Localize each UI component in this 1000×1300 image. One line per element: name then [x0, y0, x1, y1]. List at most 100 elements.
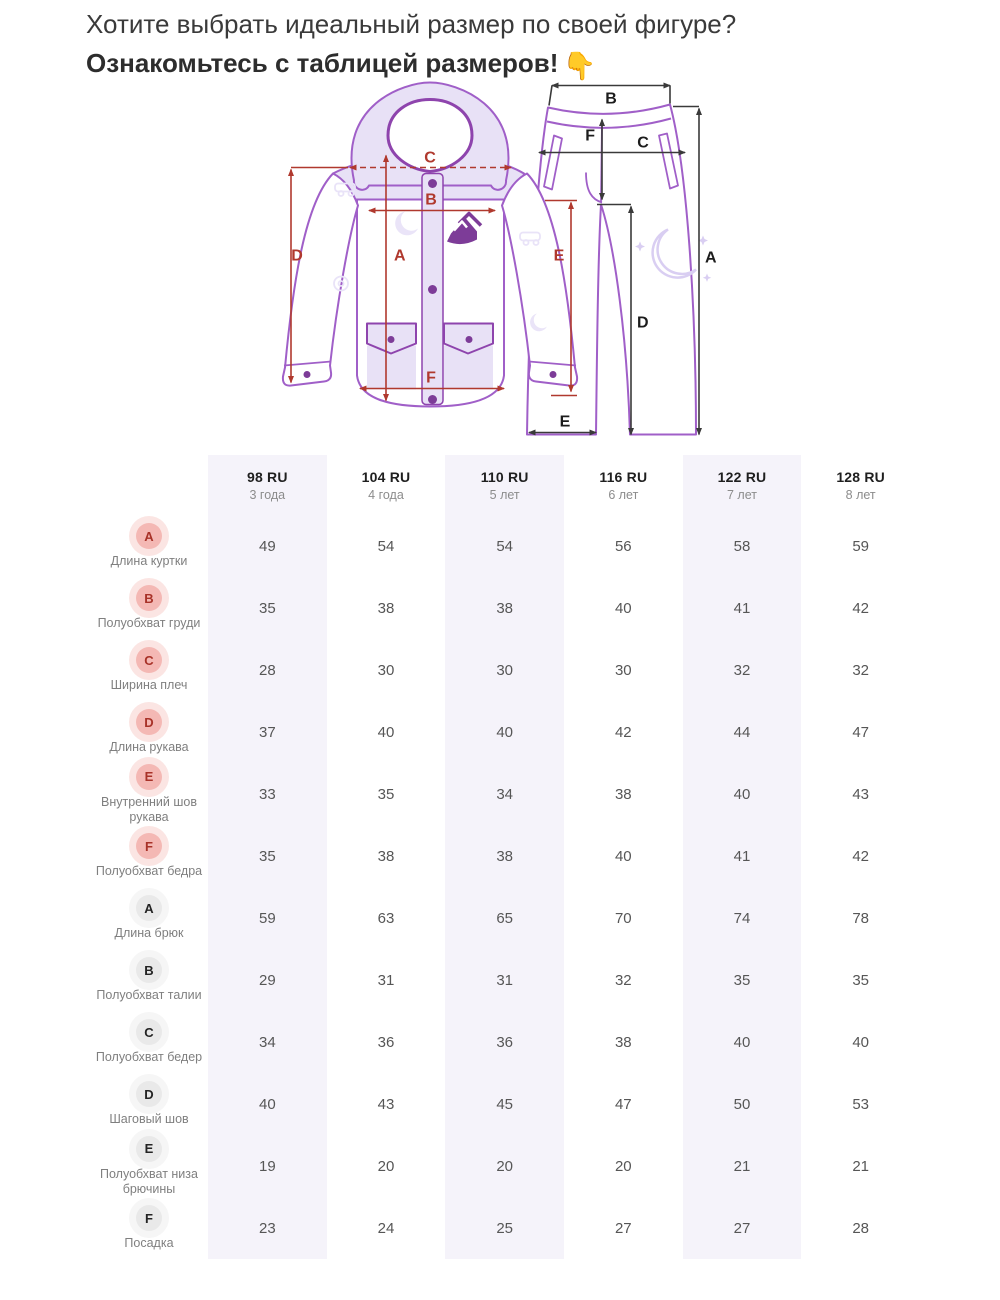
column-header-128ru: 128 RU 8 лет — [836, 468, 885, 502]
table-cell: 42 — [614, 723, 632, 741]
jacket-measurement-letters: C B A F D E — [291, 150, 564, 387]
table-cell: 28 — [852, 1219, 869, 1237]
row-label-sleeve-length: D Длина рукава — [90, 701, 208, 763]
table-cell: 30 — [445, 639, 564, 701]
table-cell: 41 — [682, 577, 802, 639]
column-header-122ru: 122 RU 7 лет — [682, 455, 802, 515]
jacket-letter-a: A — [394, 248, 406, 265]
table-cell: 45 — [445, 1073, 564, 1135]
jacket-letter-d: D — [291, 248, 303, 265]
measure-badge-a: A — [136, 523, 162, 550]
table-cell: 30 — [614, 661, 632, 679]
row-label-shoulders: C Ширина плеч — [90, 639, 208, 701]
table-cell: 24 — [377, 1219, 395, 1237]
table-cell: 38 — [614, 1033, 632, 1051]
table-corner-spacer — [90, 455, 208, 515]
table-cell: 21 — [682, 1135, 802, 1197]
measure-badge-f-pants: F — [136, 1205, 162, 1232]
row-label-waist: B Полуобхват талии — [90, 949, 208, 1011]
row-label-jacket-hip: F Полуобхват бедра — [90, 825, 208, 887]
pointing-down-emoji-icon: 👇 — [562, 51, 597, 81]
measure-badge-d-pants: D — [136, 1081, 162, 1108]
table-cell: 40 — [377, 723, 395, 741]
table-cell: 21 — [852, 1157, 869, 1175]
table-cell: 40 — [614, 599, 632, 617]
size-diagram: C B A F D E B F C — [255, 76, 725, 454]
row-label-pants-hip: C Полуобхват бедер — [90, 1011, 208, 1073]
table-cell: 38 — [377, 847, 395, 865]
table-cell: 35 — [377, 785, 395, 803]
table-cell: 41 — [682, 825, 802, 887]
table-cell: 42 — [852, 847, 869, 865]
column-header-110ru: 110 RU 5 лет — [445, 455, 564, 515]
table-cell: 40 — [682, 1011, 802, 1073]
row-label-pants-length: A Длина брюк — [90, 887, 208, 949]
table-cell: 59 — [208, 887, 327, 949]
table-cell: 30 — [377, 661, 395, 679]
table-cell: 38 — [614, 785, 632, 803]
table-cell: 34 — [445, 763, 564, 825]
table-cell: 65 — [445, 887, 564, 949]
measure-badge-e: E — [136, 764, 162, 790]
measure-badge-f: F — [136, 833, 162, 860]
jacket-drawing — [281, 81, 579, 408]
measure-badge-c: C — [136, 647, 162, 674]
table-cell: 32 — [852, 661, 869, 679]
table-cell: 29 — [208, 949, 327, 1011]
row-label-leg-opening: E Полуобхват низа брючины — [90, 1135, 208, 1197]
jacket-buttons — [303, 179, 557, 404]
title-call-to-action: Ознакомьтесь с таблицей размеров! 👇 — [86, 48, 597, 81]
row-label-inseam: D Шаговый шов — [90, 1073, 208, 1135]
table-cell: 53 — [852, 1095, 869, 1113]
table-cell: 31 — [377, 971, 395, 989]
pants-letter-b: B — [605, 91, 617, 108]
table-cell: 25 — [445, 1197, 564, 1259]
table-cell: 35 — [208, 825, 327, 887]
table-cell: 74 — [682, 887, 802, 949]
pants-letter-e: E — [560, 414, 571, 431]
table-cell: 47 — [614, 1095, 632, 1113]
title-question: Хотите выбрать идеальный размер по своей… — [86, 9, 737, 39]
table-cell: 23 — [208, 1197, 327, 1259]
pants-measurements — [528, 82, 702, 436]
measure-badge-b-pants: B — [136, 957, 162, 984]
table-cell: 44 — [682, 701, 802, 763]
table-cell: 56 — [614, 537, 632, 555]
table-cell: 47 — [852, 723, 869, 741]
row-label-inner-sleeve-seam: E Внутренний шов рукава — [90, 763, 208, 825]
table-cell: 36 — [445, 1011, 564, 1073]
jacket-and-pants-illustration: C B A F D E B F C — [281, 81, 717, 436]
pants-letter-a: A — [705, 250, 717, 267]
table-cell: 40 — [445, 701, 564, 763]
measure-badge-e-pants: E — [136, 1136, 162, 1162]
jacket-doodles — [333, 182, 547, 332]
table-cell: 63 — [377, 909, 395, 927]
column-header-116ru: 116 RU 6 лет — [599, 468, 648, 502]
table-cell: 32 — [614, 971, 632, 989]
jacket-letter-e: E — [554, 248, 565, 265]
table-cell: 50 — [682, 1073, 802, 1135]
pants-letter-f: F — [585, 128, 595, 145]
row-label-jacket-length: A Длина куртки — [90, 515, 208, 577]
column-header-104ru: 104 RU 4 года — [361, 468, 411, 502]
table-cell: 54 — [377, 537, 395, 555]
row-label-rise: F Посадка — [90, 1197, 208, 1259]
table-cell: 40 — [614, 847, 632, 865]
column-header-98ru: 98 RU 3 года — [208, 455, 327, 515]
brand-mountain-logo — [447, 211, 483, 245]
table-cell: 38 — [445, 577, 564, 639]
table-cell: 34 — [208, 1011, 327, 1073]
table-cell: 37 — [208, 701, 327, 763]
table-cell: 43 — [852, 785, 869, 803]
table-cell: 32 — [682, 639, 802, 701]
table-cell: 49 — [208, 515, 327, 577]
table-cell: 36 — [377, 1033, 395, 1051]
table-cell: 31 — [445, 949, 564, 1011]
table-cell: 35 — [852, 971, 869, 989]
table-cell: 35 — [682, 949, 802, 1011]
table-cell: 59 — [852, 537, 869, 555]
pants-measurement-letters: B F C A D E — [560, 91, 717, 431]
table-cell: 40 — [208, 1073, 327, 1135]
pants-letter-c: C — [637, 135, 649, 152]
table-cell: 40 — [852, 1033, 869, 1051]
